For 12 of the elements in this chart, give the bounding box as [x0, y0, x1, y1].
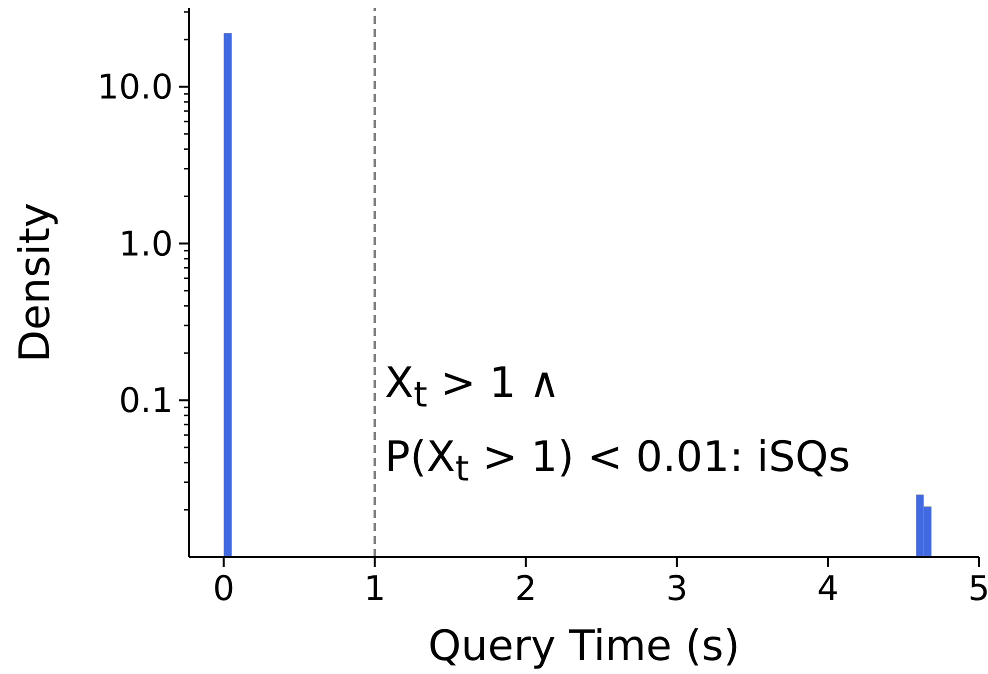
y-tick-label: 0.1 — [118, 381, 173, 422]
ref-line-label: X$_{t}$ > 1 ∧ P(X$_{t}$ > 1) < 0.01: iSQs — [384, 357, 850, 492]
x-tick-label: 5 — [968, 569, 988, 610]
x-tick-label: 2 — [515, 569, 537, 610]
y-tick-label: 1.0 — [118, 224, 173, 264]
x-tick-label: 0 — [212, 569, 235, 610]
x-tick-label: 1 — [364, 569, 386, 610]
x-tick-label: 3 — [666, 569, 688, 610]
x-axis-title: Query Time (s) — [428, 621, 740, 670]
y-tick-label: 10.0 — [97, 68, 173, 108]
x-tick-label: 4 — [817, 569, 839, 610]
y-axis-title: Density — [10, 202, 59, 362]
